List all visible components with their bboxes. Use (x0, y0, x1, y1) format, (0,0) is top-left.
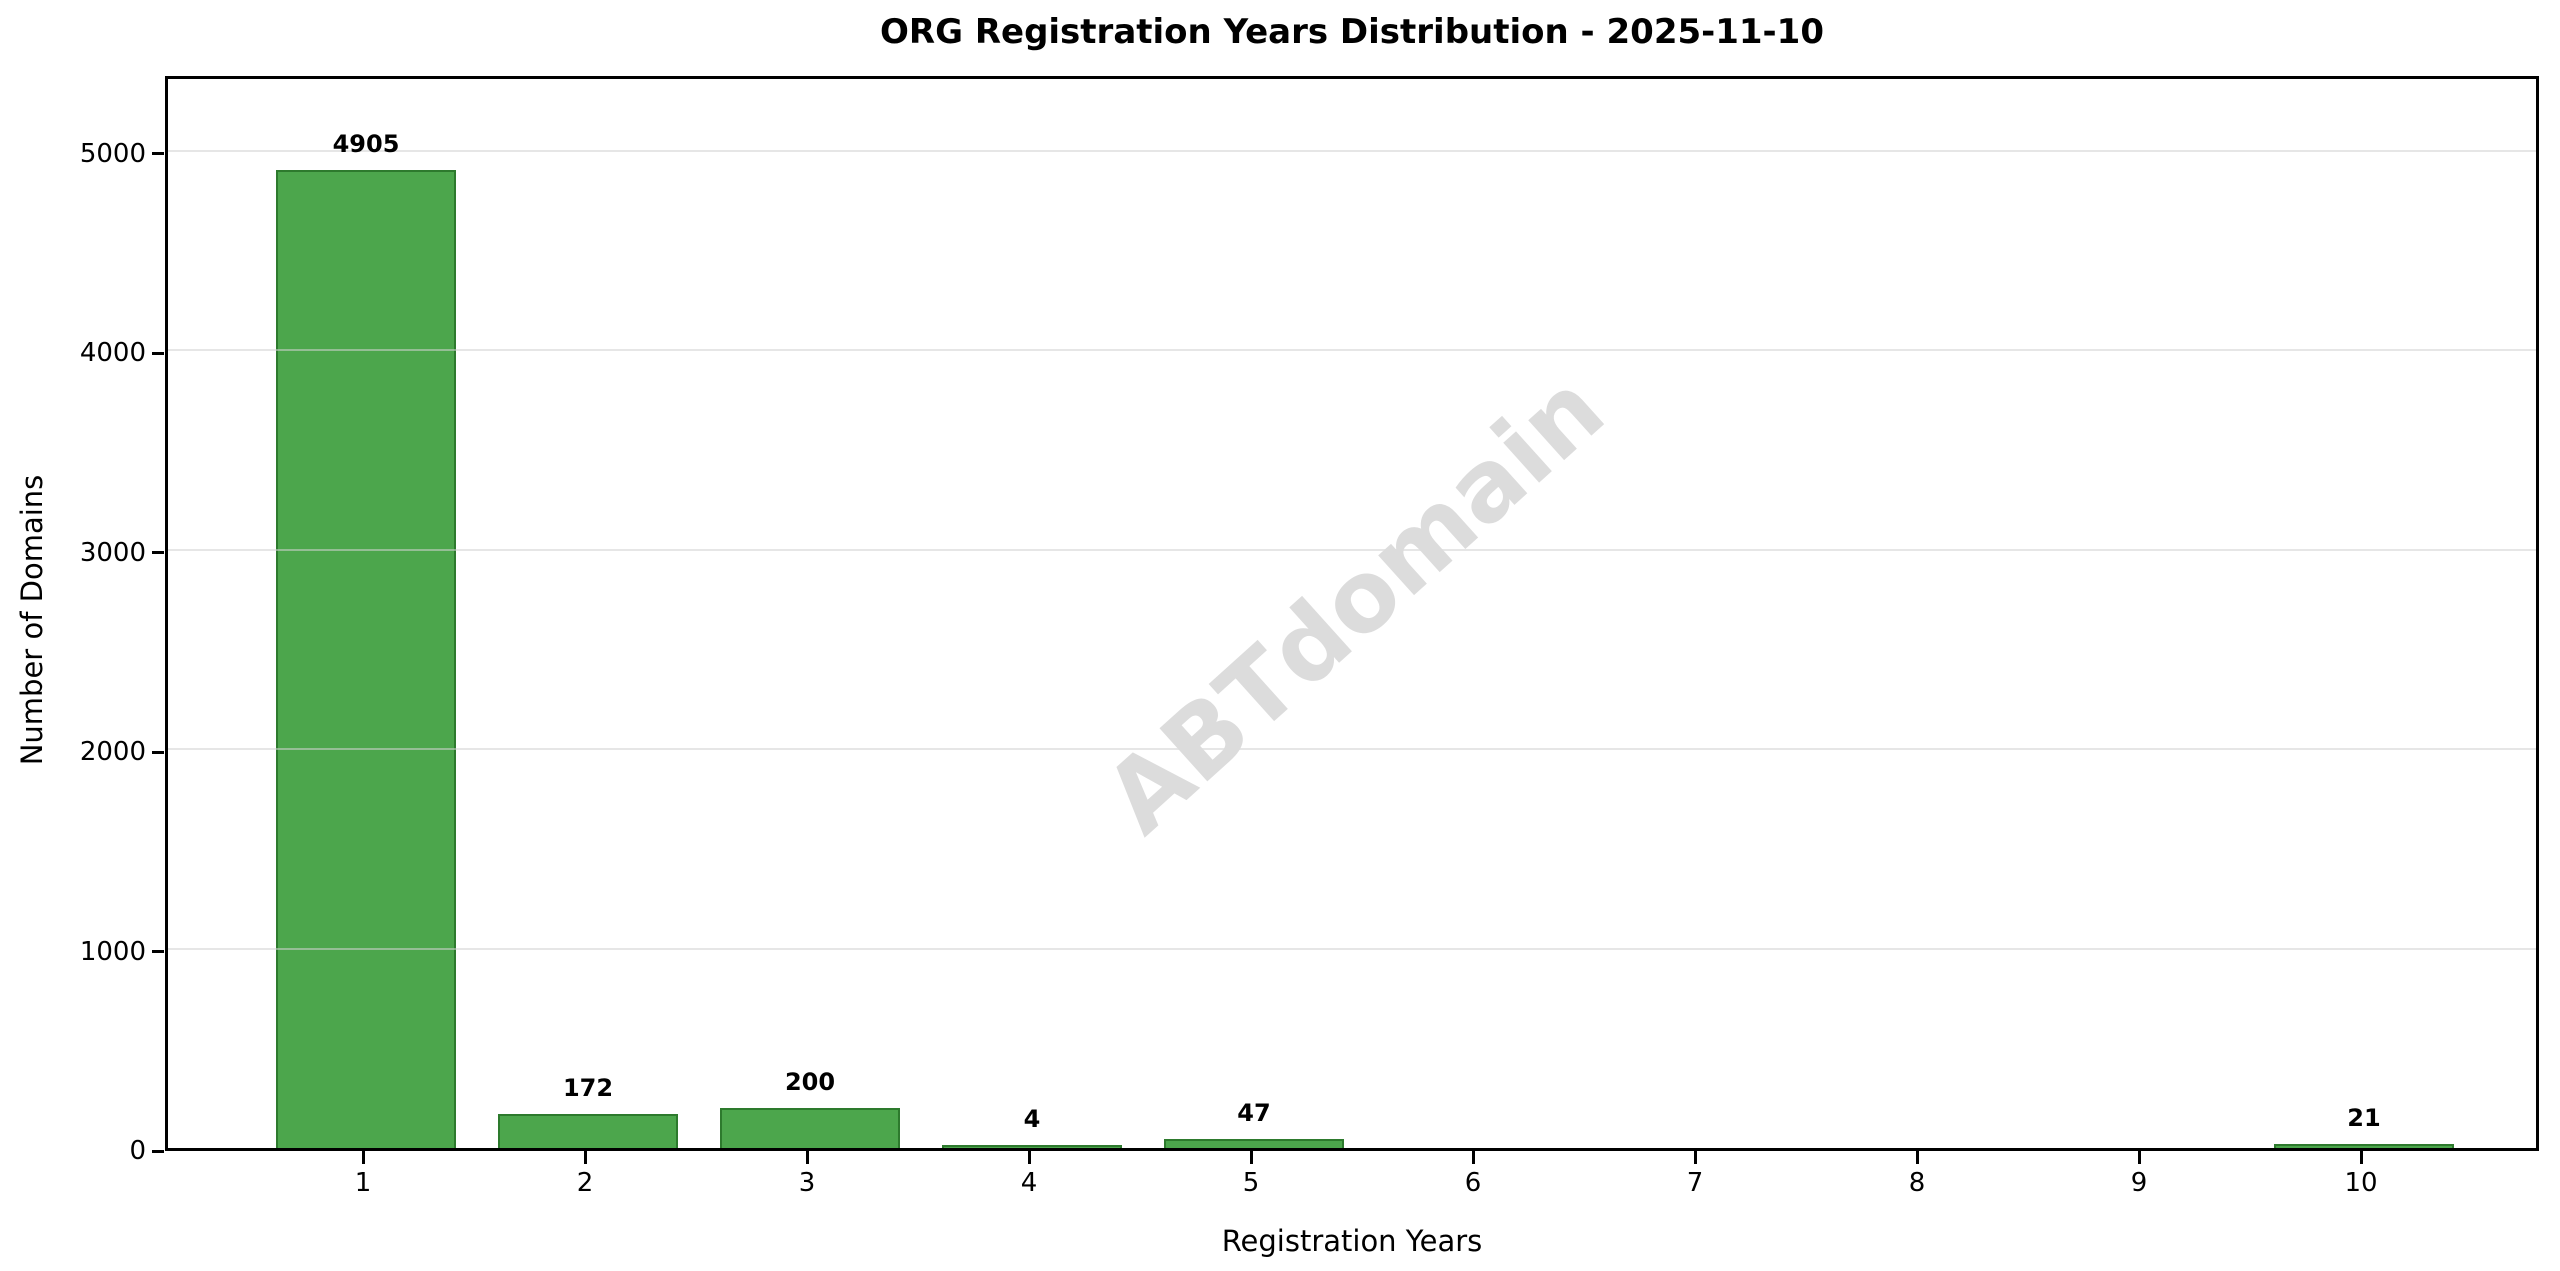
x-tick-mark-7 (1693, 1151, 1697, 1164)
x-tick-label-10: 10 (2344, 1168, 2378, 1198)
y-tick-label-4000: 4000 (79, 338, 146, 369)
x-tick-mark-8 (1915, 1151, 1919, 1164)
y-tick-mark-4000 (152, 351, 164, 355)
bar-year-2 (498, 1113, 678, 1148)
y-tick-label-3000: 3000 (79, 537, 146, 568)
x-tick-mark-9 (2137, 1151, 2141, 1164)
bar-value-label-year-4: 4 (1023, 1105, 1041, 1133)
y-tick-mark-3000 (152, 551, 164, 555)
x-tick-label-3: 3 (798, 1168, 816, 1198)
x-axis-label: Registration Years (1221, 1224, 1483, 1258)
x-tick-label-7: 7 (1686, 1168, 1704, 1198)
y-tick-label-5000: 5000 (79, 138, 146, 169)
y-tick-label-1000: 1000 (79, 936, 146, 967)
x-tick-mark-1 (361, 1151, 365, 1164)
gridline-1000 (168, 947, 2536, 950)
bar-year-10 (2274, 1143, 2454, 1148)
bar-year-4 (942, 1145, 1122, 1148)
gridline-3000 (168, 548, 2536, 551)
chart-title: ORG Registration Years Distribution - 20… (880, 12, 1824, 52)
x-tick-label-2: 2 (576, 1168, 594, 1198)
bar-year-5 (1164, 1138, 1344, 1148)
gridline-5000 (168, 149, 2536, 152)
y-tick-mark-5000 (152, 152, 164, 156)
bar-value-label-year-10: 21 (2347, 1103, 2381, 1132)
x-tick-mark-4 (1027, 1151, 1031, 1164)
y-tick-mark-1000 (152, 950, 164, 954)
gridline-4000 (168, 349, 2536, 352)
x-tick-mark-3 (805, 1151, 809, 1164)
bar-year-1 (276, 169, 456, 1148)
x-tick-mark-10 (2359, 1151, 2363, 1164)
x-tick-mark-2 (583, 1151, 587, 1164)
x-tick-label-4: 4 (1020, 1168, 1038, 1198)
x-tick-mark-6 (1471, 1151, 1475, 1164)
bar-value-label-year-3: 200 (784, 1068, 836, 1097)
bar-value-label-year-5: 47 (1237, 1098, 1271, 1127)
y-tick-label-2000: 2000 (79, 737, 146, 768)
x-tick-label-8: 8 (1908, 1168, 1926, 1198)
y-tick-label-0: 0 (129, 1136, 146, 1166)
plot-area: 4905 172 200 4 47 21 (165, 76, 2539, 1151)
x-tick-mark-5 (1249, 1151, 1253, 1164)
x-tick-label-6: 6 (1464, 1168, 1482, 1198)
bar-value-label-year-2: 172 (562, 1073, 614, 1102)
bar-value-label-year-1: 4905 (332, 129, 400, 158)
x-tick-label-1: 1 (354, 1168, 372, 1198)
y-tick-mark-0 (152, 1149, 164, 1153)
y-axis-label: Number of Domains (15, 474, 49, 766)
bar-year-3 (720, 1108, 900, 1148)
x-tick-label-5: 5 (1242, 1168, 1260, 1198)
gridline-2000 (168, 748, 2536, 751)
x-tick-label-9: 9 (2130, 1168, 2148, 1198)
y-tick-mark-2000 (152, 750, 164, 754)
